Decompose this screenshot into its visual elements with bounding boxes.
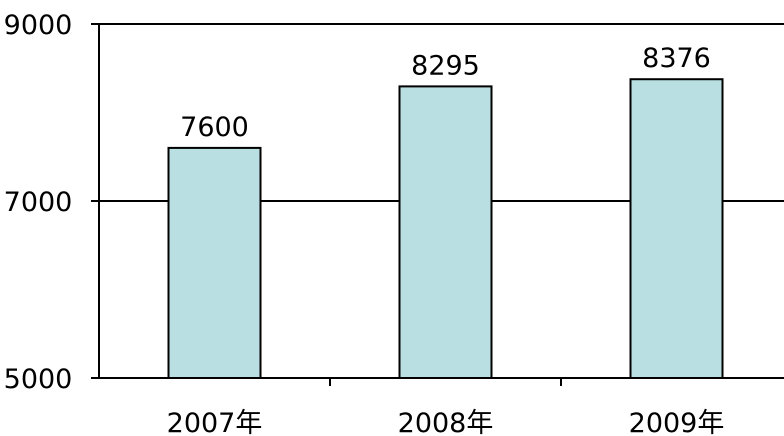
- data-label-1: 8295: [411, 50, 480, 81]
- bar-2: [629, 78, 724, 379]
- bar-0: [167, 146, 262, 379]
- axis-layer: [91, 23, 784, 386]
- text-layer: 7600 2007年 8295 2008年 8376 2009年 5000 7000 9000: [4, 10, 725, 436]
- bar-layer: [167, 78, 724, 380]
- category-label-0: 2007年: [167, 408, 263, 436]
- y-tick-label-7000: 7000: [4, 187, 73, 218]
- y-tick-label-9000: 9000: [4, 10, 73, 41]
- category-label-1: 2008年: [398, 408, 494, 436]
- category-label-2: 2009年: [629, 408, 725, 436]
- data-label-0: 7600: [180, 112, 249, 143]
- y-tick-label-5000: 5000: [4, 364, 73, 395]
- data-label-2: 8376: [642, 43, 711, 74]
- bar-1: [398, 85, 493, 380]
